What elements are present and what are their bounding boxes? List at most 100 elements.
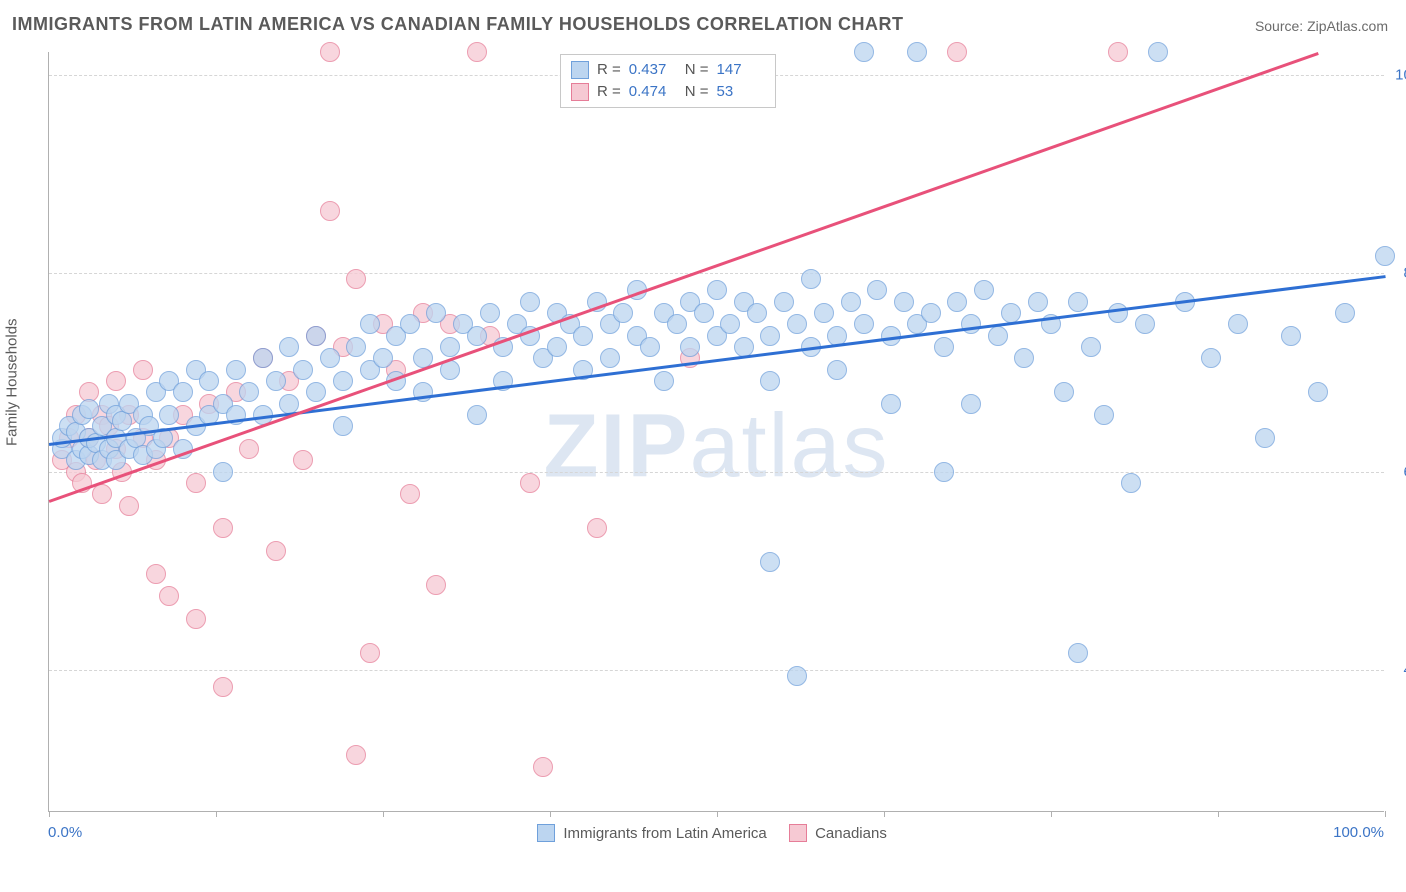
scatter-point [1001,303,1021,323]
gridline [49,273,1384,274]
scatter-point [293,360,313,380]
scatter-point [947,42,967,62]
scatter-point [186,609,206,629]
scatter-point [467,42,487,62]
scatter-point [426,575,446,595]
scatter-point [266,541,286,561]
scatter-point [226,360,246,380]
watermark: ZIPatlas [543,395,889,498]
scatter-point [720,314,740,334]
x-tick [550,811,551,817]
scatter-point [1201,348,1221,368]
scatter-point [306,382,326,402]
scatter-point [106,371,126,391]
chart-title: IMMIGRANTS FROM LATIN AMERICA VS CANADIA… [12,14,904,35]
scatter-point [573,326,593,346]
scatter-point [988,326,1008,346]
scatter-point [1228,314,1248,334]
scatter-point [279,394,299,414]
x-tick [1051,811,1052,817]
scatter-point [279,337,299,357]
scatter-point [760,371,780,391]
stats-row-series-b: R = 0.474 N = 53 [571,81,765,103]
scatter-point [346,269,366,289]
x-tick [1218,811,1219,817]
swatch-series-b [571,83,589,101]
swatch-series-a [571,61,589,79]
scatter-point [467,405,487,425]
scatter-point [213,677,233,697]
scatter-point [159,405,179,425]
scatter-point [400,484,420,504]
scatter-point [360,314,380,334]
scatter-point [360,643,380,663]
scatter-point [1108,42,1128,62]
scatter-point [707,280,727,300]
scatter-point [680,337,700,357]
scatter-point [306,326,326,346]
scatter-point [787,666,807,686]
scatter-point [1375,246,1395,266]
y-tick-label: 100.0% [1395,66,1406,83]
y-axis-label: Family Households [4,318,21,446]
scatter-point [533,757,553,777]
scatter-point [266,371,286,391]
scatter-point [587,518,607,538]
scatter-point [213,462,233,482]
scatter-point [600,348,620,368]
scatter-point [894,292,914,312]
legend-label-a: Immigrants from Latin America [563,825,766,842]
scatter-point [760,552,780,572]
swatch-series-b [789,824,807,842]
scatter-point [1068,643,1088,663]
scatter-point [520,473,540,493]
scatter-point [346,745,366,765]
scatter-point [854,314,874,334]
scatter-point [934,462,954,482]
scatter-point [373,348,393,368]
scatter-point [747,303,767,323]
source-attribution: Source: ZipAtlas.com [1255,18,1388,34]
scatter-point [774,292,794,312]
scatter-point [1014,348,1034,368]
scatter-point [974,280,994,300]
scatter-point [867,280,887,300]
scatter-point [480,303,500,323]
scatter-point [239,382,259,402]
x-tick [884,811,885,817]
series-legend: Immigrants from Latin America Canadians [0,824,1406,842]
scatter-point [1081,337,1101,357]
scatter-point [654,371,674,391]
scatter-point [934,337,954,357]
scatter-point [467,326,487,346]
scatter-point [1335,303,1355,323]
scatter-point [827,360,847,380]
scatter-point [787,314,807,334]
scatter-point [667,314,687,334]
scatter-point [640,337,660,357]
scatter-plot-area: ZIPatlas 47.5%65.0%82.5%100.0% [48,52,1384,812]
scatter-point [186,473,206,493]
scatter-point [426,303,446,323]
scatter-point [1108,303,1128,323]
scatter-point [1255,428,1275,448]
scatter-point [1281,326,1301,346]
scatter-point [881,394,901,414]
scatter-point [760,326,780,346]
scatter-point [814,303,834,323]
scatter-point [146,564,166,584]
scatter-point [520,292,540,312]
scatter-point [400,314,420,334]
scatter-point [92,484,112,504]
scatter-point [133,360,153,380]
scatter-point [1308,382,1328,402]
scatter-point [173,382,193,402]
scatter-point [320,42,340,62]
scatter-point [694,303,714,323]
scatter-point [320,348,340,368]
scatter-point [333,416,353,436]
scatter-point [854,42,874,62]
scatter-point [79,399,99,419]
scatter-point [1121,473,1141,493]
scatter-point [947,292,967,312]
